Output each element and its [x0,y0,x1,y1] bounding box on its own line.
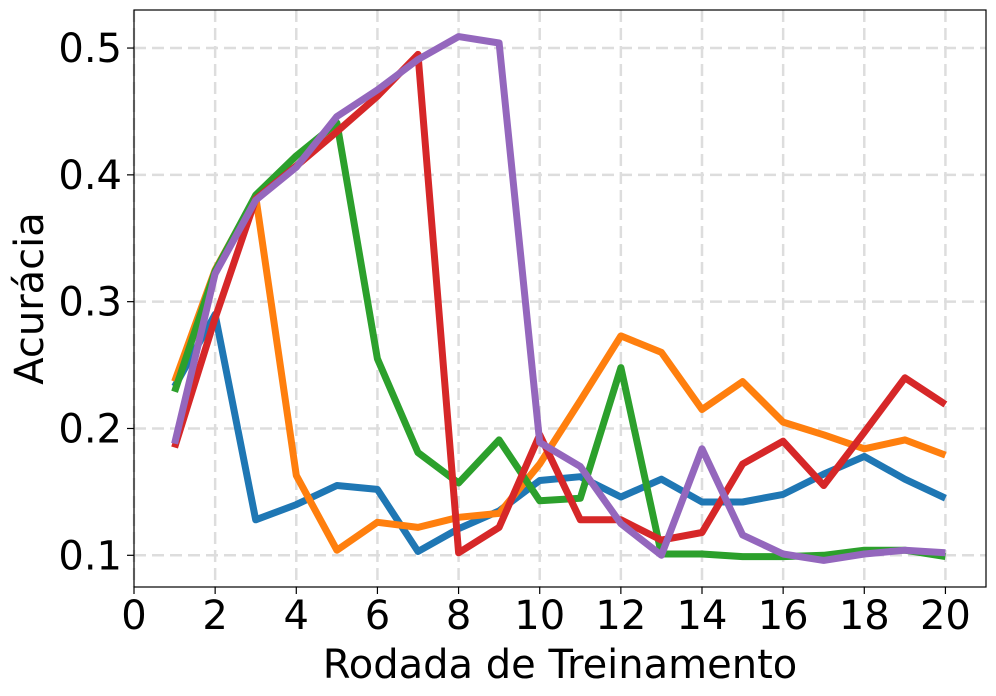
y-tick-label: 0.3 [58,280,122,326]
x-tick-label: 14 [677,593,728,639]
series-layer [171,33,948,564]
x-tick-label: 2 [202,593,227,639]
y-tick-label: 0.4 [58,153,122,199]
series-5-line [171,33,946,564]
series-4-line [171,50,948,557]
y-tick-label: 0.5 [58,26,122,72]
grid-layer [132,10,986,587]
y-axis-label: Acurácia [7,212,53,385]
y-tick-label: 0.1 [58,533,122,579]
x-tick-label: 12 [595,593,646,639]
series-2-line [171,192,947,554]
plot-frame [133,9,987,588]
x-tick-label: 16 [758,593,809,639]
x-tick-label: 6 [365,593,390,639]
x-tick-label: 8 [446,593,471,639]
x-axis-label: Rodada de Treinamento [323,642,798,688]
x-tick-label: 0 [121,593,146,639]
series-3-line [171,119,946,561]
x-tick-label: 20 [920,593,971,639]
tick-layer: 0 2 4 6 8 10 12 14 16 18 20 0.1 0.2 0.3 0.4 0.5 [58,26,971,639]
x-tick-label: 4 [284,593,309,639]
x-tick-label: 10 [514,593,565,639]
x-tick-label: 18 [839,593,890,639]
y-tick-label: 0.2 [58,406,122,452]
